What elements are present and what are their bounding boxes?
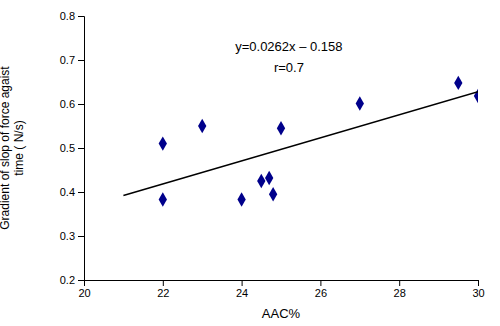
y-axis-title-line: Gradient of slop of force agaist [0,66,12,230]
tick-label: 0.4 [60,186,75,198]
tick-label: 0.6 [60,98,75,110]
point [265,171,273,185]
tick: 0.5 [60,142,84,154]
tick-label: 24 [236,287,248,299]
x-axis-title: AAC% [262,306,301,321]
point [269,187,277,201]
tick: 0.6 [60,98,84,110]
tick-label: 0.5 [60,142,75,154]
tick-mark [78,104,84,105]
chart: 20 22 24 26 28 30 0.2 0.3 0.4 0.5 0.6 0.7 0.8 y=0.026… [0,0,500,326]
tick: 28 [394,280,406,299]
y-axis-title: Gradient of slop of force agaisttime ( N… [0,66,26,230]
tick: 30 [472,280,484,299]
tick-mark [78,236,84,237]
tick-mark [78,280,84,281]
tick-mark [242,280,243,286]
x-axis-line [85,281,479,287]
x-axis: 20 22 24 26 28 30 [78,280,484,299]
tick-mark [399,280,400,286]
tick-mark [78,192,84,193]
plot-area: 20 22 24 26 28 30 0.2 0.3 0.4 0.5 0.6 0.7 0.8 y=0.026… [0,10,485,321]
tick-label: 0.7 [60,54,75,66]
point [474,89,478,103]
tick-label: 22 [157,287,169,299]
tick: 0.7 [60,54,84,66]
annotation: y=0.0262x – 0.158 [235,39,342,54]
point [356,96,364,110]
point [257,174,265,188]
tick-mark [163,280,164,286]
tick-mark [478,280,479,286]
tick-label: 20 [78,287,90,299]
tick-label: 0.8 [60,10,75,22]
y-axis-line [78,17,85,281]
tick: 26 [315,280,327,299]
point [159,136,167,150]
tick-mark [78,148,84,149]
point [277,121,285,135]
tick-mark [78,16,84,17]
tick-label: 28 [394,287,406,299]
tick-label: 0.2 [60,274,75,286]
annotation: r=0.7 [274,60,304,75]
marks [123,76,478,207]
regression-line [123,92,478,196]
tick-mark [320,280,321,286]
tick: 0.3 [60,230,84,242]
point [198,119,206,133]
tick-label: 30 [472,287,484,299]
tick: 0.2 [60,274,84,286]
tick: 0.8 [60,10,84,22]
tick: 24 [236,280,248,299]
tick-label: 26 [315,287,327,299]
point [454,76,462,90]
point [159,192,167,206]
tick-mark [78,60,84,61]
y-axis: 0.2 0.3 0.4 0.5 0.6 0.7 0.8 [60,10,85,286]
tick: 0.4 [60,186,84,198]
tick: 22 [157,280,169,299]
tick: 20 [78,280,90,299]
point [237,192,245,206]
tick-label: 0.3 [60,230,75,242]
y-axis-title-line: time ( N/s) [12,120,26,175]
